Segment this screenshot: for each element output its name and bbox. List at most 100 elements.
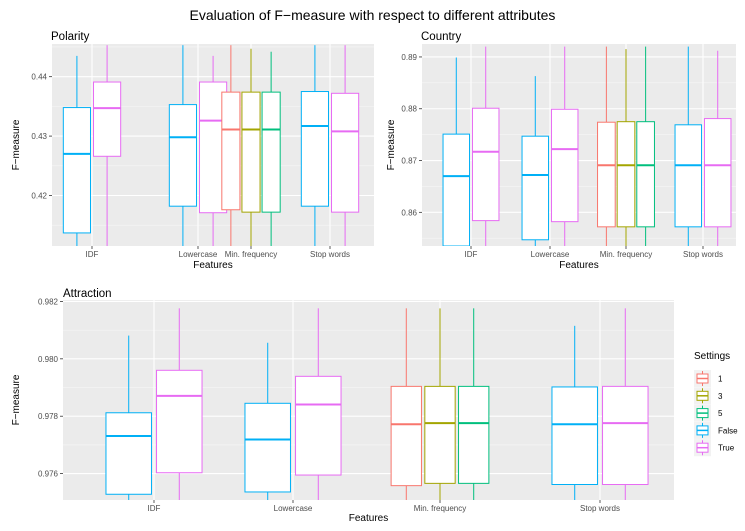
country-box-lowercase-true <box>550 46 579 246</box>
polarity-box-lowercase-false <box>168 45 197 246</box>
polarity-y-axis-label: F−measure <box>11 119 22 170</box>
box-iqr <box>221 91 241 211</box>
box-iqr <box>424 385 456 484</box>
y-tick-label: 0.88 <box>401 105 417 114</box>
country-box-lowercase-false <box>521 76 550 246</box>
legend-key-5 <box>694 404 711 422</box>
country-box-idf-true <box>471 46 500 246</box>
box-iqr <box>331 92 360 213</box>
polarity-box-min-frequency-5 <box>261 51 281 246</box>
box-iqr <box>105 412 152 495</box>
legend-label-1: 1 <box>718 375 723 384</box>
polarity-box-stop-words-true <box>331 45 360 246</box>
box-iqr <box>703 118 732 228</box>
attraction-box-idf-false <box>105 335 152 500</box>
country-box-min-frequency-3 <box>616 49 636 246</box>
box-iqr <box>261 91 281 213</box>
country-y-axis-label: F−measure <box>386 119 397 170</box>
attraction-box-idf-true <box>156 308 203 500</box>
y-tick-label: 0.89 <box>401 53 417 62</box>
box-iqr <box>550 108 579 223</box>
country-box-idf-false <box>442 57 471 246</box>
box-iqr <box>295 375 342 476</box>
attraction-box-stop-words-false <box>551 325 598 500</box>
country-box-stop-words-false <box>674 46 703 246</box>
box-iqr <box>616 121 636 228</box>
polarity-box-idf-true <box>93 45 122 246</box>
legend-label-false: False <box>718 426 738 435</box>
country-x-axis-label: Features <box>559 260 598 271</box>
x-tick-label-stop-words: Stop words <box>310 250 350 259</box>
box-iqr <box>636 121 655 228</box>
box-iqr <box>471 107 500 222</box>
polarity-boxes <box>62 45 360 246</box>
box-iqr <box>300 91 329 207</box>
box-iqr <box>93 81 122 157</box>
polarity-x-axis-label: Features <box>193 260 232 271</box>
country-box-min-frequency-1 <box>597 46 616 246</box>
box-iqr <box>458 385 490 484</box>
legend-title: Settings <box>694 351 730 362</box>
legend: Settings 1 3 5 False True <box>694 351 738 457</box>
country-panel-title: Country <box>421 31 462 43</box>
polarity-panel-title: Polarity <box>51 31 90 43</box>
figure-title: Evaluation of F−measure with respect to … <box>189 7 556 23</box>
x-tick-label-idf: IDF <box>148 504 161 513</box>
y-tick-label: 0.43 <box>31 132 47 141</box>
box-iqr <box>674 124 703 228</box>
x-tick-label-lowercase: Lowercase <box>274 504 313 513</box>
attraction-box-lowercase-true <box>295 308 342 500</box>
box-iqr <box>521 135 550 241</box>
polarity-box-stop-words-false <box>300 45 329 246</box>
attraction-box-min-frequency-1 <box>390 308 422 500</box>
attraction-boxes <box>105 308 649 500</box>
country-box-stop-words-true <box>703 50 732 246</box>
box-iqr <box>241 91 261 213</box>
x-tick-label-lowercase: Lowercase <box>179 250 218 259</box>
country-box-min-frequency-5 <box>636 46 655 246</box>
box-iqr <box>551 386 598 486</box>
y-tick-label: 0.978 <box>38 412 59 421</box>
legend-key-true <box>694 439 711 457</box>
country-boxes <box>442 46 732 246</box>
y-tick-label: 0.86 <box>401 208 417 217</box>
attraction-x-axis-label: Features <box>349 513 388 524</box>
attraction-y-axis-label: F−measure <box>11 374 22 425</box>
attraction-box-min-frequency-3 <box>424 308 456 500</box>
legend-key-false <box>694 421 711 439</box>
box-iqr <box>156 369 203 474</box>
country-panel: 0.86 0.87 0.88 0.89 IDF Lowercase Min. frequen… <box>386 31 736 271</box>
polarity-box-idf-false <box>62 55 91 246</box>
legend-label-3: 3 <box>718 392 723 401</box>
legend-key-1 <box>694 370 711 387</box>
polarity-panel: 0.42 0.43 0.44 IDF Lowercase Min. frequency St… <box>11 31 374 271</box>
polarity-box-min-frequency-1 <box>221 45 241 246</box>
x-tick-label-idf: IDF <box>465 250 478 259</box>
y-tick-label: 0.980 <box>38 355 59 364</box>
x-tick-label-min-frequency: Min. frequency <box>600 250 652 259</box>
legend-label-true: True <box>718 444 735 453</box>
x-tick-label-idf: IDF <box>86 250 99 259</box>
box-iqr <box>244 402 291 493</box>
y-tick-label: 0.42 <box>31 192 47 201</box>
x-tick-label-min-frequency: Min. frequency <box>225 250 277 259</box>
box-iqr <box>62 107 91 234</box>
y-tick-label: 0.976 <box>38 470 59 479</box>
y-tick-label: 0.87 <box>401 157 417 166</box>
legend-label-5: 5 <box>718 409 723 418</box>
attraction-box-min-frequency-5 <box>458 308 490 500</box>
x-tick-label-stop-words: Stop words <box>580 504 620 513</box>
box-iqr <box>390 385 422 487</box>
box-iqr <box>168 104 197 207</box>
attraction-panel: 0.976 0.978 0.980 0.982 IDF Lowercase Min. fre… <box>11 288 674 524</box>
y-tick-label: 0.982 <box>38 297 59 306</box>
attraction-panel-title: Attraction <box>63 288 112 300</box>
box-iqr <box>602 385 649 486</box>
x-tick-label-min-frequency: Min. frequency <box>414 504 466 513</box>
x-tick-label-lowercase: Lowercase <box>531 250 570 259</box>
y-tick-label: 0.44 <box>31 73 47 82</box>
box-iqr <box>442 133 471 246</box>
legend-key-3 <box>694 387 711 405</box>
